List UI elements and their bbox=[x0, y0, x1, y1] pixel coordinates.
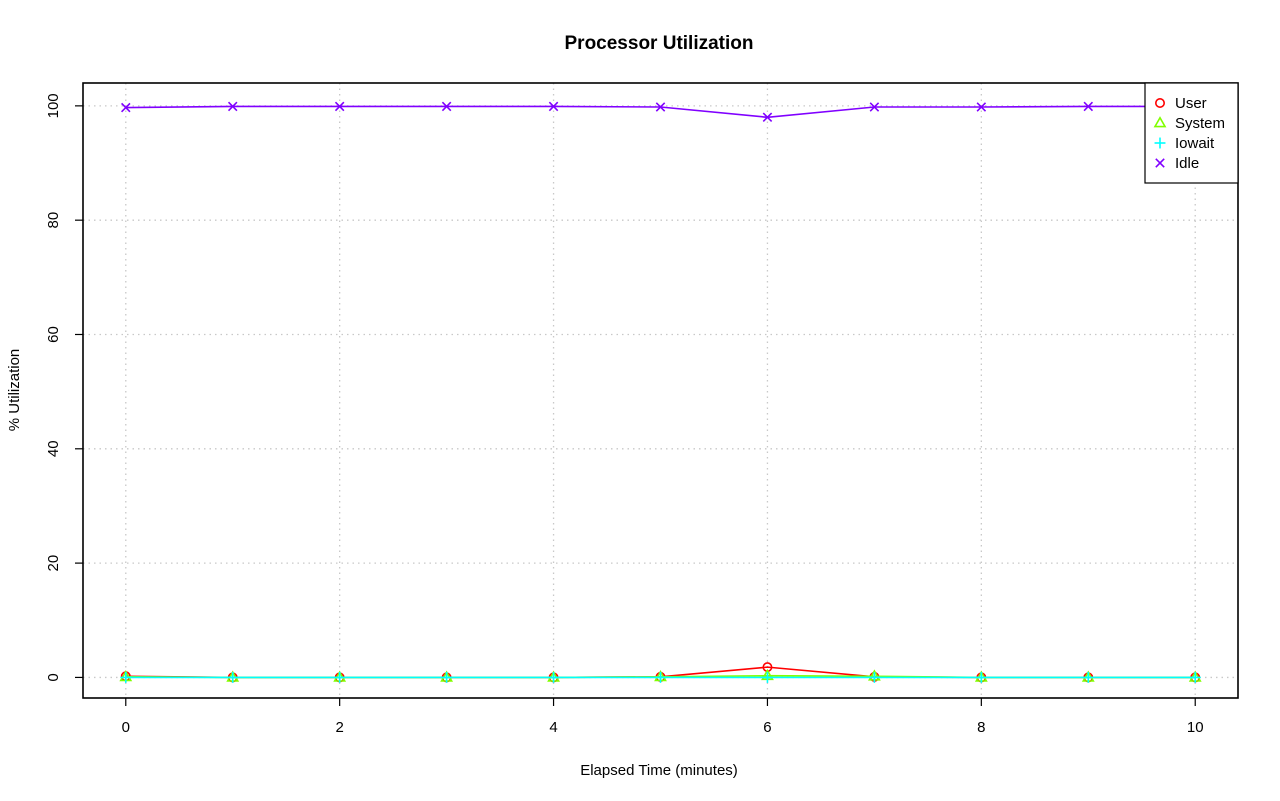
data-point-iowait bbox=[548, 671, 560, 683]
data-point-idle bbox=[762, 112, 773, 123]
legend: User System Iowait Idle bbox=[1144, 82, 1239, 184]
legend-label-iowait: Iowait bbox=[1175, 135, 1215, 152]
legend-marker-user bbox=[1155, 98, 1166, 109]
data-point-idle bbox=[869, 102, 880, 112]
y-axis-label: % Utilization bbox=[6, 349, 23, 432]
data-point-idle bbox=[548, 101, 559, 112]
y-tick-label: 60 bbox=[45, 326, 62, 343]
legend-label-idle: Idle bbox=[1175, 155, 1199, 172]
x-tick-label: 10 bbox=[1187, 719, 1204, 736]
data-point-iowait bbox=[227, 671, 239, 683]
x-tick-label: 6 bbox=[763, 719, 771, 736]
legend-marker-iowait bbox=[1154, 137, 1166, 149]
legend-item-user: User bbox=[1155, 95, 1207, 112]
y-tick-label: 40 bbox=[45, 440, 62, 457]
data-point-idle bbox=[227, 101, 238, 112]
x-tick-label: 8 bbox=[977, 719, 985, 736]
data-point-iowait bbox=[655, 671, 666, 683]
data-point-iowait bbox=[334, 671, 346, 683]
data-point-iowait bbox=[975, 671, 987, 683]
data-point-idle bbox=[976, 102, 987, 112]
data-point-iowait bbox=[120, 671, 132, 683]
legend-item-idle: Idle bbox=[1155, 155, 1199, 172]
series-iowait bbox=[120, 671, 1201, 683]
data-point-idle bbox=[441, 101, 452, 112]
y-tick-label: 0 bbox=[45, 673, 62, 681]
y-tick-label: 20 bbox=[45, 555, 62, 572]
legend-box bbox=[1144, 82, 1239, 184]
data-point-iowait bbox=[761, 671, 773, 683]
y-tick-label: 100 bbox=[45, 93, 62, 118]
legend-label-system: System bbox=[1175, 115, 1225, 132]
data-point-idle bbox=[1083, 101, 1094, 112]
grid bbox=[83, 83, 1238, 698]
x-tick-label: 0 bbox=[122, 719, 130, 736]
data-point-idle bbox=[655, 102, 666, 112]
legend-item-system: System bbox=[1153, 115, 1225, 132]
data-point-idle bbox=[121, 102, 131, 113]
data-point-iowait bbox=[441, 671, 453, 683]
y-tick-label: 80 bbox=[45, 212, 62, 229]
chart-title: Processor Utilization bbox=[565, 33, 754, 54]
x-tick-label: 4 bbox=[549, 719, 557, 736]
x-axis-label: Elapsed Time (minutes) bbox=[580, 762, 738, 779]
data-point-iowait bbox=[1189, 671, 1201, 683]
data-point-iowait bbox=[868, 671, 880, 683]
data-point-iowait bbox=[1082, 671, 1094, 683]
plot-frame bbox=[82, 82, 1239, 699]
legend-marker-system bbox=[1153, 116, 1167, 128]
data-point-idle bbox=[334, 101, 345, 112]
legend-item-iowait: Iowait bbox=[1154, 135, 1215, 152]
x-tick-label: 2 bbox=[335, 719, 343, 736]
series-layer bbox=[119, 101, 1202, 683]
legend-label-user: User bbox=[1175, 95, 1207, 112]
legend-marker-idle bbox=[1155, 158, 1165, 168]
series-idle bbox=[121, 101, 1200, 123]
